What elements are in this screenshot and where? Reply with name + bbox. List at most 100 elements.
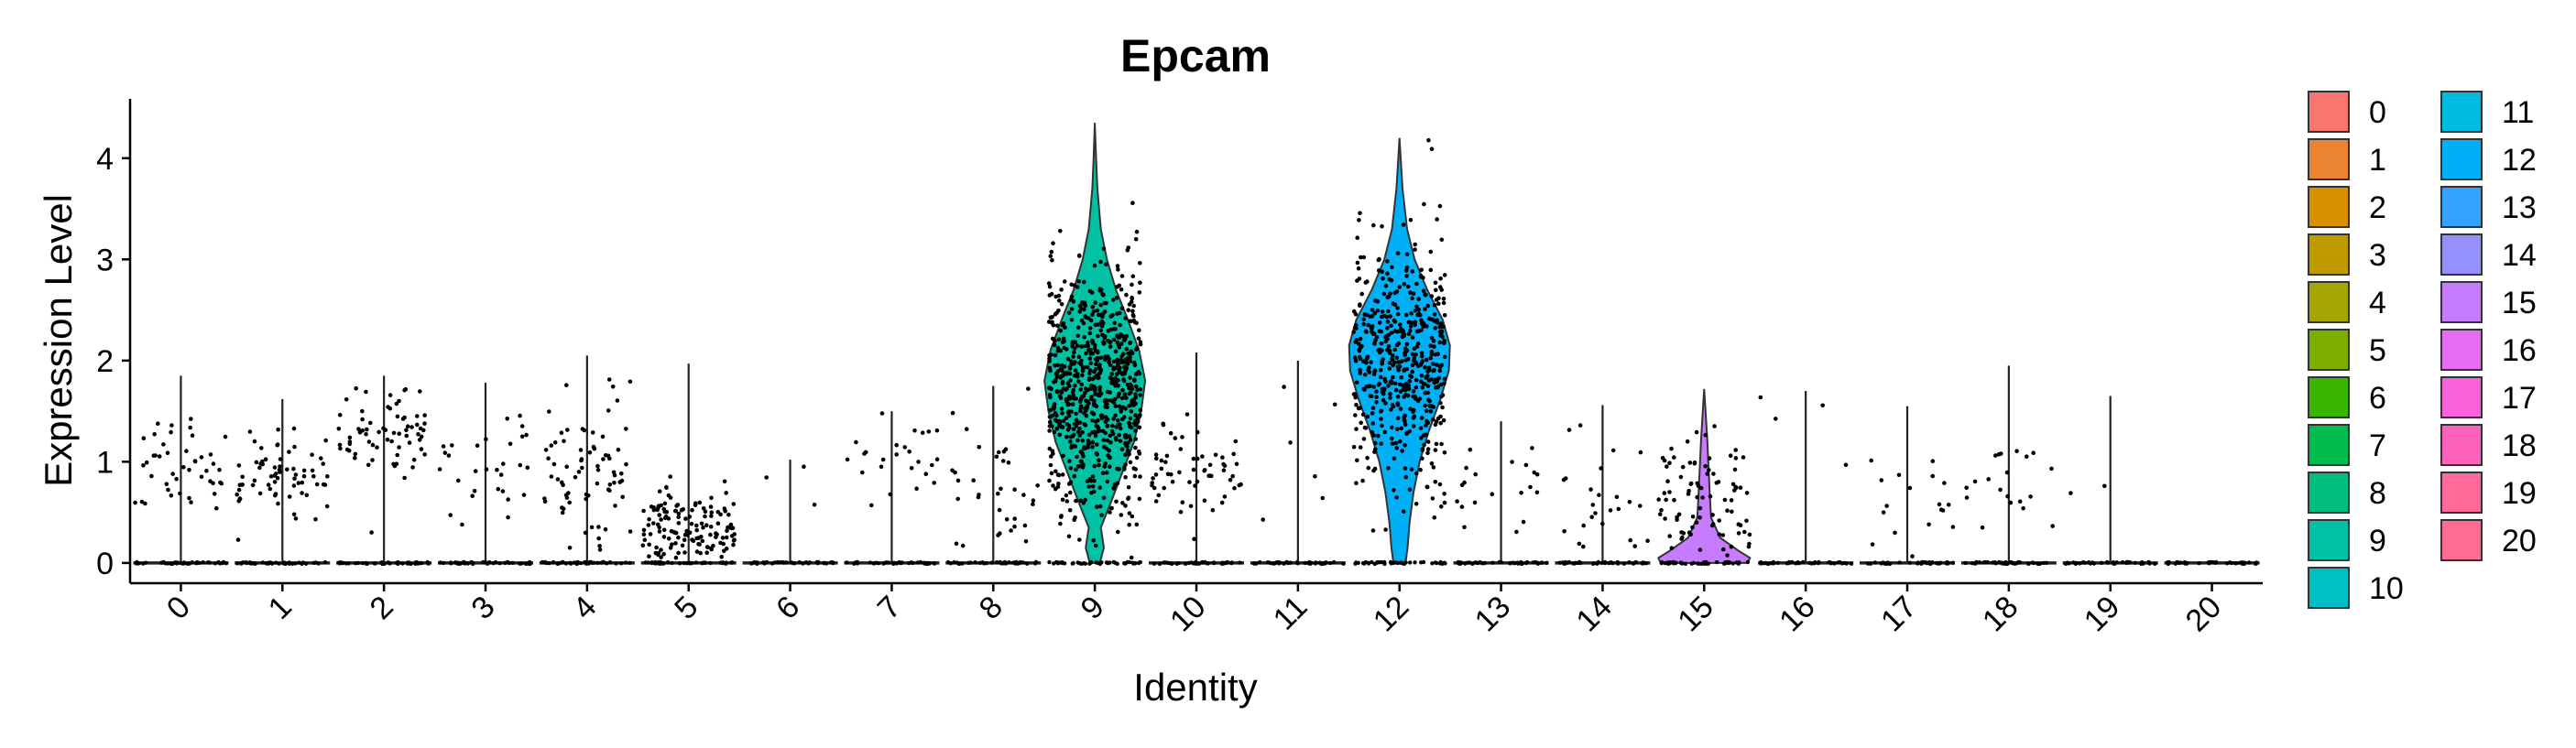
legend-item-5: 5: [2308, 329, 2386, 371]
point: [1410, 352, 1415, 357]
point: [1093, 392, 1097, 396]
point: [1153, 472, 1159, 477]
point: [760, 560, 766, 565]
point: [1771, 559, 1776, 565]
x-tick-label: 11: [1267, 590, 1315, 637]
point: [854, 439, 858, 445]
point: [1059, 287, 1064, 292]
point: [1572, 561, 1577, 566]
point: [438, 560, 442, 565]
point: [1072, 283, 1077, 288]
point: [319, 456, 323, 461]
point: [567, 546, 573, 550]
point: [1115, 561, 1119, 566]
legend-key: [2440, 519, 2483, 561]
point: [1128, 375, 1132, 380]
legend-item-13: 13: [2440, 186, 2537, 228]
point: [322, 560, 328, 565]
point: [418, 389, 422, 394]
point: [207, 560, 212, 565]
point: [1408, 407, 1413, 411]
point: [422, 452, 428, 457]
point: [1219, 500, 1225, 505]
point: [1129, 409, 1134, 414]
point: [472, 488, 477, 493]
x-tick-label: 20: [2179, 590, 2229, 639]
point: [1638, 450, 1643, 455]
point: [240, 482, 246, 487]
point: [1368, 394, 1373, 398]
point: [1645, 538, 1650, 543]
point: [1380, 223, 1384, 229]
point: [1078, 408, 1083, 414]
point: [1372, 466, 1378, 472]
point: [1404, 341, 1410, 347]
legend-key: [2308, 567, 2350, 609]
point: [1077, 427, 1082, 431]
point: [642, 537, 648, 542]
point: [845, 560, 849, 565]
point: [1202, 498, 1207, 503]
point: [1113, 326, 1118, 331]
point: [1117, 404, 1122, 409]
legend-item-17: 17: [2440, 376, 2537, 418]
point: [1413, 394, 1417, 399]
point: [1170, 479, 1175, 484]
point: [2133, 560, 2137, 565]
point: [1796, 560, 1802, 566]
point: [1459, 504, 1465, 509]
point: [1714, 481, 1719, 485]
point: [1123, 316, 1128, 320]
point: [518, 462, 523, 468]
point: [1942, 481, 1947, 485]
point: [1376, 433, 1381, 439]
point: [1351, 392, 1357, 396]
point: [344, 561, 349, 566]
point: [341, 560, 345, 566]
point: [285, 467, 289, 472]
point: [1414, 304, 1419, 309]
point: [1352, 355, 1358, 360]
point: [1430, 496, 1435, 501]
point: [1195, 456, 1200, 461]
point: [1946, 561, 1950, 566]
point: [1353, 358, 1359, 363]
x-tick-label: 0: [160, 590, 197, 626]
point: [1069, 307, 1075, 311]
point: [402, 387, 407, 393]
point: [1419, 351, 1424, 355]
point: [1774, 417, 1778, 421]
point: [1383, 379, 1388, 385]
point: [456, 478, 461, 483]
point: [709, 495, 714, 501]
point: [1084, 398, 1088, 404]
point: [1577, 423, 1583, 428]
point: [1120, 387, 1125, 393]
point: [1462, 525, 1467, 530]
legend-key: [2440, 138, 2483, 180]
point: [657, 525, 661, 530]
point: [336, 427, 342, 431]
point: [1434, 287, 1438, 293]
point: [1077, 399, 1083, 405]
point: [1591, 561, 1596, 566]
point: [247, 429, 253, 434]
point: [1419, 374, 1424, 378]
point: [496, 486, 501, 492]
point: [387, 406, 393, 411]
point: [1736, 522, 1741, 526]
point: [595, 560, 600, 565]
point: [1117, 432, 1121, 438]
point: [1063, 325, 1067, 331]
point: [1675, 517, 1679, 522]
point: [682, 560, 686, 566]
point: [1658, 512, 1663, 516]
point: [1079, 561, 1085, 566]
point: [1711, 472, 1716, 476]
point: [1025, 561, 1030, 566]
point: [1695, 494, 1699, 500]
point: [1643, 561, 1649, 566]
point: [1125, 360, 1130, 365]
legend-key: [2440, 472, 2483, 514]
point: [1397, 322, 1403, 327]
